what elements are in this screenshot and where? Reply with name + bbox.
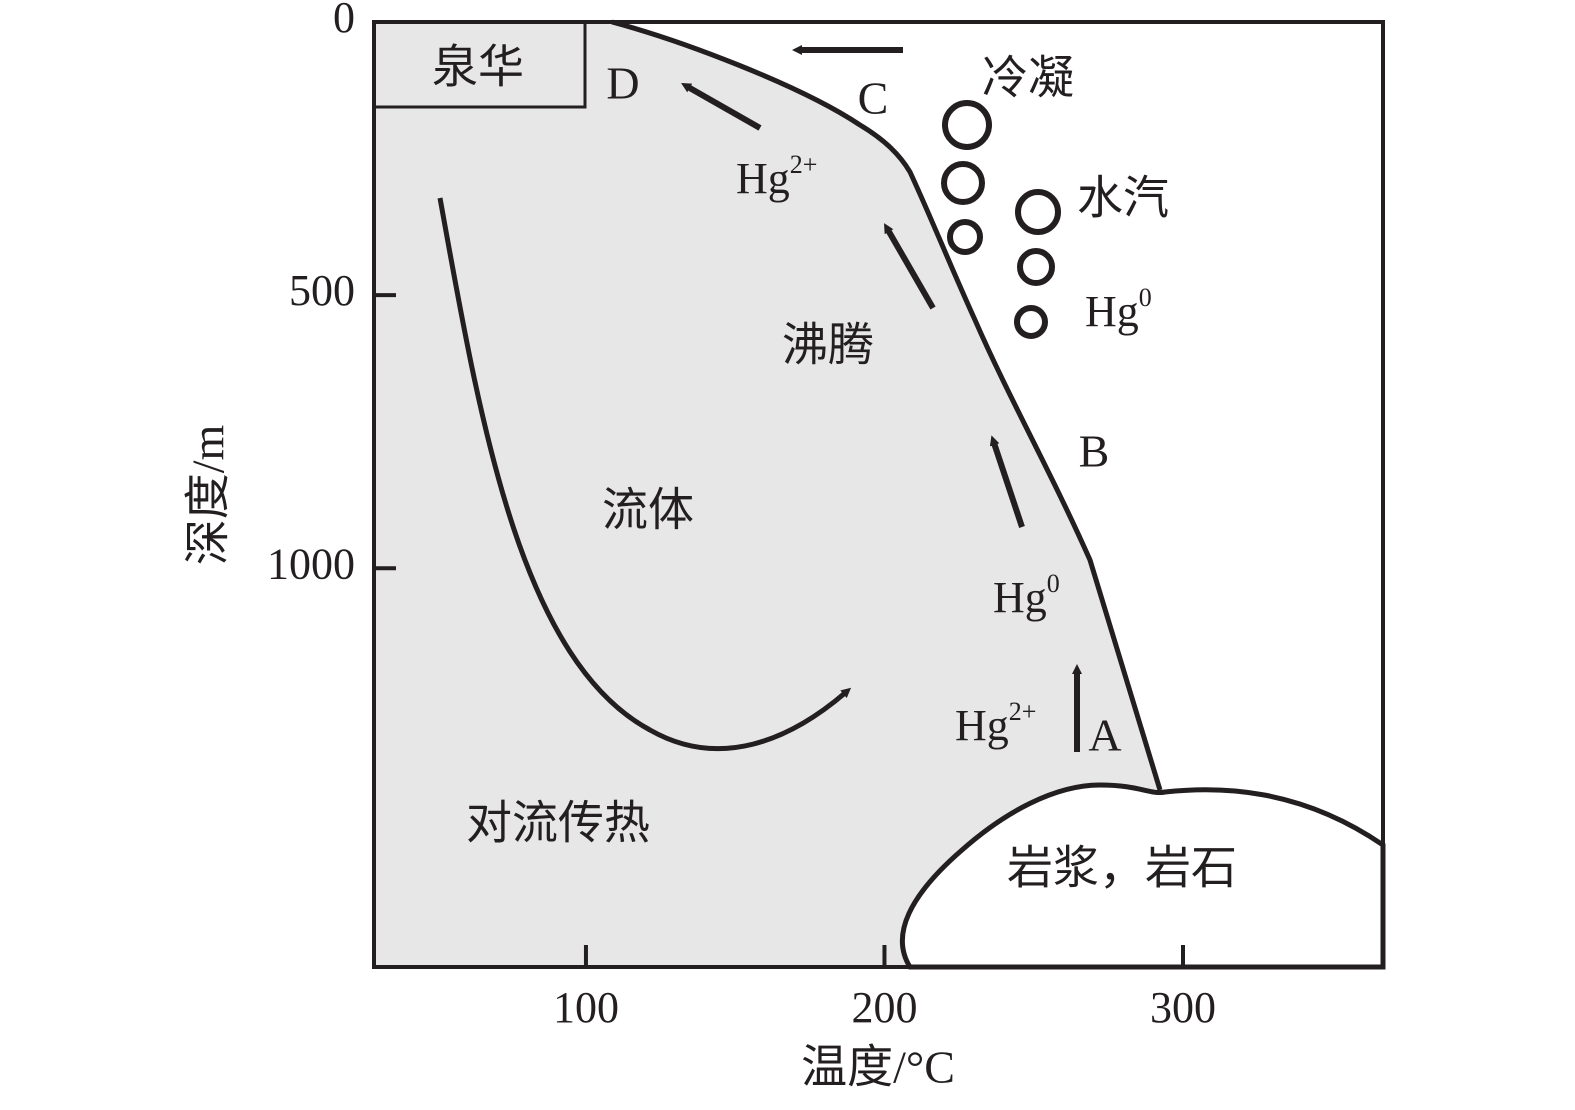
plot-frame — [372, 20, 1385, 969]
species-label: Hg0 — [1085, 283, 1152, 336]
y-axis-label: 深度/m — [183, 425, 234, 566]
point-label: C — [858, 73, 889, 124]
species-label: Hg0 — [993, 569, 1060, 622]
y-tick-label: 0 — [333, 0, 355, 42]
fluid-label: 流体 — [602, 485, 694, 536]
boiling-curve — [611, 19, 1163, 791]
species-label: Hg2+ — [955, 697, 1036, 750]
convection-label: 对流传热 — [466, 798, 650, 849]
boiling-label: 沸腾 — [782, 320, 874, 371]
vapor-region — [612, 22, 1383, 840]
point-label: A — [1088, 710, 1121, 761]
x-tick-label: 100 — [553, 983, 619, 1032]
bubbles — [941, 100, 1061, 339]
sinter-label: 泉华 — [432, 42, 524, 93]
magma-body — [899, 782, 1386, 970]
y-tick-label: 1000 — [267, 539, 355, 588]
species-label: Hg2+ — [736, 150, 817, 203]
convection-arrow — [437, 197, 852, 752]
x-axis-label: 温度/°C — [801, 1042, 955, 1093]
magma-label: 岩浆，岩石 — [1007, 843, 1237, 894]
point-label: B — [1079, 426, 1110, 477]
x-tick-label: 300 — [1150, 983, 1216, 1032]
vapor-label: 水汽 — [1077, 173, 1169, 224]
condense-label: 冷凝 — [982, 53, 1074, 104]
y-tick-label: 500 — [289, 266, 355, 315]
flow-arrows — [681, 45, 1082, 752]
point-label: D — [606, 58, 639, 109]
x-tick-label: 200 — [851, 983, 917, 1032]
